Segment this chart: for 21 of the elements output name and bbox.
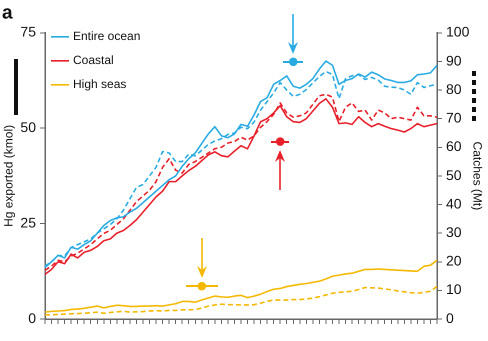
y2-tick-label: 0	[446, 310, 454, 326]
y2-axis-title: Catches (Mt)	[470, 142, 484, 210]
y-axis-title: Hg exported (kmol)	[2, 124, 16, 227]
y2-tick-label: 30	[446, 224, 462, 240]
y2-tick-label: 90	[446, 52, 462, 68]
legend-label: Coastal	[73, 53, 114, 68]
y2-tick-label: 40	[446, 195, 462, 212]
y-tick-label: 50	[20, 119, 36, 136]
y2-tick-label: 20	[446, 252, 462, 269]
y2-tick-label: 10	[446, 281, 462, 298]
y2-tick-label: 60	[446, 138, 462, 154]
legend-label: Entire ocean	[73, 29, 140, 44]
chart-title: a	[2, 2, 13, 24]
y-tick-label: 0	[28, 310, 36, 326]
legend-label: High seas	[73, 77, 126, 92]
y2-tick-label: 80	[446, 80, 462, 97]
y-tick-label: 75	[20, 24, 36, 40]
y2-tick-label: 70	[446, 110, 462, 126]
y2-tick-label: 50	[446, 166, 462, 183]
y-tick-label: 25	[20, 214, 36, 230]
y2-tick-label: 100	[446, 24, 470, 40]
